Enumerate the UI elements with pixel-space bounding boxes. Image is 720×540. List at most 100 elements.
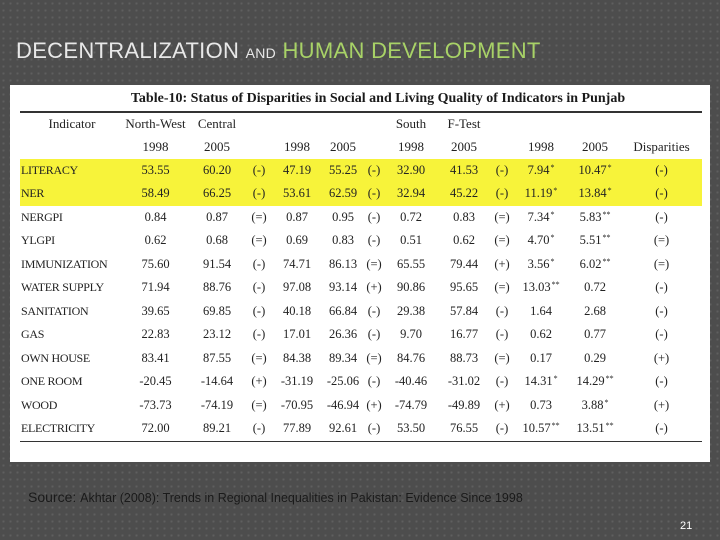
table-row: WATER SUPPLY 71.94 88.76 (-) 97.08 93.14 (+) 90… [20, 276, 702, 300]
significance-marker: * [553, 186, 558, 196]
indicator-cell: GAS [21, 327, 45, 342]
value-cell: 72.00 [124, 417, 187, 441]
value-cell: (-) [621, 276, 702, 300]
value-cell: 76.55 [437, 417, 491, 441]
cell-value: 32.94 [396, 186, 426, 201]
cell-value: (-) [252, 280, 266, 295]
cell-value: 4.70 [527, 233, 550, 248]
slide-title: DECENTRALIZATION AND HUMAN DEVELOPMENT [16, 38, 541, 64]
cell-value: (+) [494, 397, 510, 412]
cell-value: 66.25 [202, 186, 232, 201]
value-cell: 13.51** [569, 417, 621, 441]
value-cell: -74.19 [187, 394, 247, 418]
cell-value: 23.12 [202, 327, 232, 342]
header-cell [271, 113, 323, 136]
value-cell: (=) [491, 276, 513, 300]
value-cell: 0.68 [187, 229, 247, 253]
value-cell: 0.72 [569, 276, 621, 300]
cell-value: (-) [655, 303, 668, 318]
table-caption: Table-10: Status of Disparities in Socia… [130, 91, 626, 106]
indicator-cell: ELECTRICITY [21, 421, 96, 436]
cell-value: 5.51 [579, 233, 602, 248]
value-cell: 4.70* [513, 229, 569, 253]
value-cell: 66.84 [323, 300, 363, 324]
header-cell: 1998 [284, 139, 310, 154]
header-cell: F-Test [447, 116, 481, 131]
cell-value: (=) [251, 397, 267, 412]
value-cell: (-) [621, 300, 702, 324]
cell-value: (-) [655, 327, 668, 342]
cell-value: 53.55 [141, 162, 170, 177]
cell-value: 77.89 [282, 421, 312, 436]
title-and: AND [245, 45, 277, 61]
significance-marker: ** [551, 280, 560, 290]
value-cell: (=) [491, 347, 513, 371]
header-cell: 2005 [204, 139, 230, 154]
significance-marker: ** [605, 421, 614, 431]
value-cell: 45.22 [437, 182, 491, 206]
significance-marker: * [607, 186, 612, 196]
value-cell: 32.90 [385, 158, 437, 182]
value-cell: 3.88* [569, 394, 621, 418]
value-cell: 58.49 [124, 182, 187, 206]
table-row: NERGPI 0.84 0.87 (=) 0.87 0.95 (-) 0.72 0.83 (=) 7… [20, 206, 702, 230]
value-cell: 95.65 [437, 276, 491, 300]
value-cell: (-) [363, 229, 385, 253]
indicator-cell: OWN HOUSE [21, 350, 90, 365]
cell-value: (=) [251, 233, 267, 248]
table-row: ELECTRICITY 72.00 89.21 (-) 77.89 92.61 (-) 53.… [20, 417, 702, 441]
cell-value: -14.64 [200, 374, 234, 389]
cell-value: (=) [366, 256, 382, 271]
value-cell: 0.83 [323, 229, 363, 253]
value-cell: 93.14 [323, 276, 363, 300]
cell-value: 95.65 [449, 280, 479, 295]
header-cell: Indicator [48, 116, 96, 131]
cell-value: 66.84 [328, 303, 358, 318]
value-cell: 71.94 [124, 276, 187, 300]
value-cell: (-) [491, 158, 513, 182]
indicator-cell: WATER SUPPLY [21, 280, 104, 295]
value-cell: -25.06 [323, 370, 363, 394]
header-cell: South [395, 116, 427, 131]
cell-value: (-) [252, 303, 266, 318]
cell-value: (-) [252, 162, 266, 177]
significance-marker: * [550, 256, 555, 266]
header-cell [491, 136, 513, 159]
indicator-cell: SANITATION [21, 303, 89, 318]
value-cell: 91.54 [187, 253, 247, 277]
value-cell: 29.38 [385, 300, 437, 324]
value-cell: 0.62 [124, 229, 187, 253]
cell-value: 88.76 [202, 280, 232, 295]
table-row: OWN HOUSE 83.41 87.55 (=) 84.38 89.34 (=) 84.76… [20, 347, 702, 371]
value-cell: 47.19 [271, 158, 323, 182]
cell-value: 72.00 [141, 421, 170, 436]
value-cell: (-) [247, 253, 271, 277]
cell-value: 93.14 [328, 280, 358, 295]
cell-value: (-) [655, 280, 668, 295]
cell-value: 0.73 [530, 397, 552, 412]
cell-value: 0.62 [530, 327, 552, 342]
cell-value: 89.21 [202, 421, 232, 436]
value-cell: (+) [491, 394, 513, 418]
header-cell: Central [197, 116, 237, 131]
cell-value: 89.34 [328, 350, 358, 365]
value-cell: 41.53 [437, 158, 491, 182]
value-cell: (=) [247, 229, 271, 253]
cell-value: 9.70 [400, 327, 422, 342]
significance-marker: * [553, 374, 558, 384]
cell-value: (-) [252, 186, 266, 201]
value-cell: 74.71 [271, 253, 323, 277]
header-cell [247, 136, 271, 159]
value-cell: -49.89 [437, 394, 491, 418]
table-row: YLGPI 0.62 0.68 (=) 0.69 0.83 (-) 0.51 0.62 (=) 4.… [20, 229, 702, 253]
cell-value: -31.19 [280, 374, 314, 389]
significance-marker: * [604, 397, 609, 407]
cell-value: 0.95 [332, 209, 354, 224]
cell-value: (=) [494, 350, 510, 365]
value-cell: 23.12 [187, 323, 247, 347]
header-cell [513, 113, 569, 136]
cell-value: 7.94 [527, 162, 550, 177]
value-cell: 2.68 [569, 300, 621, 324]
cell-value: 0.62 [453, 233, 475, 248]
cell-value: 0.29 [584, 350, 606, 365]
